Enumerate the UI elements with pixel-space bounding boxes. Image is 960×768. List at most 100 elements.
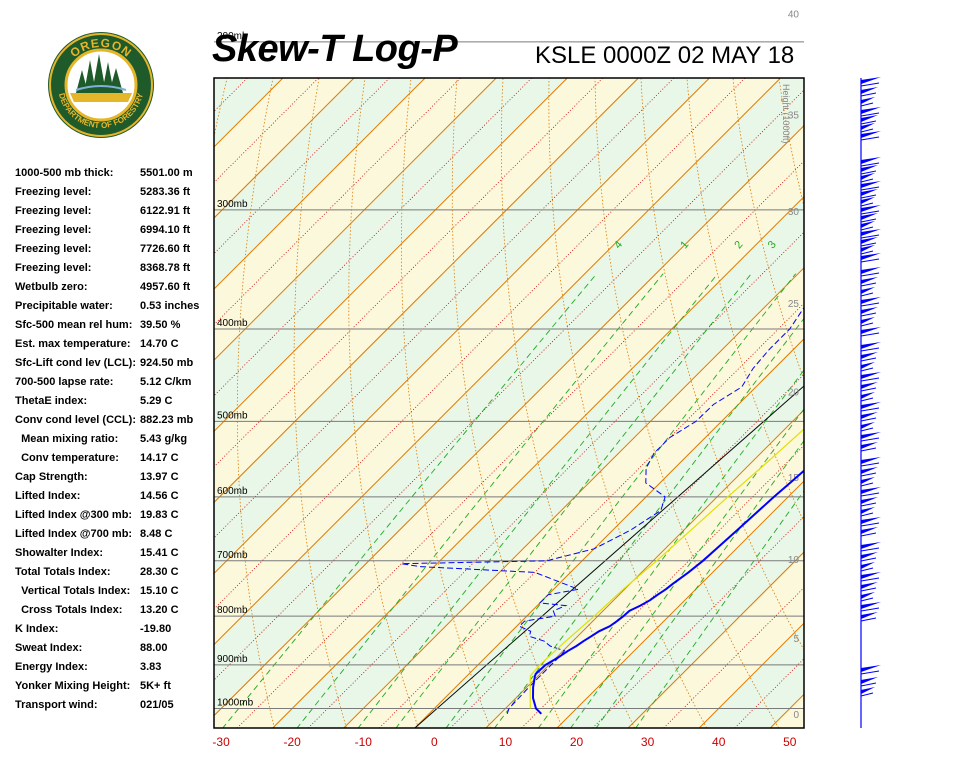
index-row: Lifted Index @300 mb: 19.83 C [15, 509, 215, 528]
wind-barb-flag [861, 402, 881, 409]
index-row: Freezing level: 7726.60 ft [15, 243, 215, 262]
wind-barb-flag [861, 297, 881, 304]
isobar-label: 700mb [217, 550, 248, 561]
index-value: 4957.60 ft [140, 281, 191, 293]
index-value: 15.41 C [140, 547, 179, 559]
temperature-tick-label: -10 [355, 735, 373, 749]
wind-barb-flag [861, 542, 881, 549]
mixing-ratio-label: 5 [810, 239, 823, 251]
temperature-tick-label: 10 [499, 735, 513, 749]
height-tick-label: 20 [788, 388, 800, 399]
temperature-tick-label: 20 [570, 735, 584, 749]
isobar-label: 500mb [217, 410, 248, 421]
index-row: Sfc-500 mean rel hum: 39.50 % [15, 319, 215, 338]
temperature-tick-label: 30 [641, 735, 655, 749]
index-label: Cap Strength: [15, 471, 88, 483]
wind-barb-line [860, 532, 877, 537]
wind-barb-line [860, 682, 877, 687]
parcel-path-line [529, 428, 804, 709]
isotherm-line [214, 78, 639, 504]
index-label: K Index: [15, 623, 59, 635]
isobar-label: 400mb [217, 318, 248, 329]
wind-barb-line [860, 312, 877, 317]
index-label: Conv temperature: [15, 452, 119, 464]
index-value: 0.53 inches [140, 300, 200, 312]
isotherm-minor-line [806, 78, 960, 728]
index-label: Cross Totals Index: [15, 604, 123, 616]
wind-barb-line [860, 178, 874, 183]
wind-barb-line [860, 387, 877, 392]
wind-barb-flag [861, 173, 875, 180]
isotherm-minor-line [236, 160, 804, 728]
index-row: ThetaE index: 5.29 C [15, 395, 215, 414]
wind-barbs [860, 77, 881, 728]
wind-barb-line [860, 482, 874, 487]
height-tick-label: 5 [793, 634, 799, 645]
mixing-ratio-line [222, 273, 598, 728]
dry-adiabat-line [293, 78, 347, 728]
index-label: Conv cond level (CCL): [15, 414, 137, 426]
temperature-axis: -30 -20 -10 0 10 20 30 40 50 [212, 735, 796, 749]
wind-barb-flag [861, 317, 875, 324]
index-row: Vertical Totals Index: 15.10 C [15, 585, 215, 604]
index-value: 39.50 % [140, 319, 181, 331]
wind-barb-flag [861, 572, 881, 579]
dry-adiabats [214, 78, 960, 728]
dry-adiabat-line [871, 78, 960, 728]
wind-barb-flag [861, 131, 881, 138]
wind-barb-line [860, 397, 874, 402]
height-tick-label: 25 [788, 299, 800, 310]
index-label: Sweat Index: [15, 642, 83, 654]
index-row: Total Totals Index: 28.30 C [15, 566, 215, 585]
wind-barb-line [860, 120, 877, 125]
index-row: Transport wind: 021/05 [15, 699, 215, 718]
wind-barb-line [860, 170, 877, 175]
wind-barb-line [860, 226, 874, 231]
wind-barb-line [860, 218, 877, 223]
index-row: Lifted Index: 14.56 C [15, 490, 215, 509]
height-tick-label: 15 [788, 473, 800, 484]
wind-barb-flag [861, 592, 875, 599]
dry-adiabat-line [594, 78, 780, 728]
index-row: Lifted Index @700 mb: 8.48 C [15, 528, 215, 547]
wind-barb-flag [861, 422, 875, 429]
index-value: 8368.78 ft [140, 262, 191, 274]
wind-barb-line [860, 92, 877, 97]
wind-barb-line [860, 112, 880, 117]
isotherm-minor-line [214, 78, 675, 539]
dry-adiabat-line [778, 78, 804, 208]
isotherm-minor-line [307, 231, 804, 728]
wind-barb-flag [861, 157, 881, 164]
index-value: 5K+ ft [140, 680, 171, 692]
wind-barb-flag [861, 582, 878, 589]
index-label: Showalter Index: [15, 547, 104, 559]
wind-barb-flag [861, 507, 875, 514]
wind-barb-line [860, 186, 880, 191]
index-label: Vertical Totals Index: [15, 585, 131, 597]
wind-barb-flag [861, 602, 881, 609]
index-row: Cross Totals Index: 13.20 C [15, 604, 215, 623]
wind-barb-flag [861, 189, 878, 196]
wind-barb-flag [861, 665, 881, 672]
dry-adiabat-line [640, 78, 804, 651]
index-row: Freezing level: 6122.91 ft [15, 205, 215, 224]
index-value: 19.83 C [140, 509, 179, 521]
isotherm-minor-line [521, 444, 804, 728]
index-label: Est. max temperature: [15, 338, 131, 350]
isobar-label: 800mb [217, 605, 248, 616]
isotherm-line [214, 78, 781, 646]
oregon-forestry-logo: OREGON DEPARTMENT OF FORESTRY [46, 30, 156, 140]
wind-barb-flag [861, 229, 881, 236]
wind-barb-line [860, 136, 880, 141]
index-row: K Index: -19.80 [15, 623, 215, 642]
stability-indices-panel: 1000-500 mb thick: 5501.00 m Freezing leve… [15, 167, 215, 718]
index-value: 924.50 mb [140, 357, 194, 369]
index-row: Conv temperature: 14.17 C [15, 452, 215, 471]
wind-barb-flag [861, 277, 878, 284]
dry-adiabat-line [917, 78, 960, 728]
index-row: Showalter Index: 15.41 C [15, 547, 215, 566]
isotherm-line [485, 409, 804, 728]
wind-barb-flag [861, 457, 881, 464]
wind-barb-flag [861, 342, 881, 349]
